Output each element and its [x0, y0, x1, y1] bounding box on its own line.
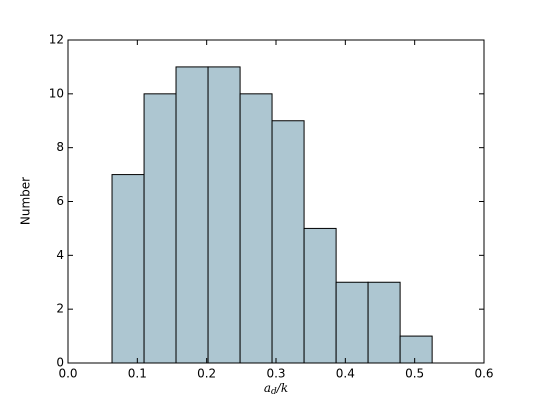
x-tick-label: 0.4: [336, 367, 355, 381]
x-tick-label: 0.6: [474, 367, 493, 381]
y-tick-label: 0: [56, 356, 64, 370]
bar: [335, 281, 369, 364]
bar: [367, 281, 401, 364]
x-axis-label: ad/k: [264, 381, 288, 397]
x-tick-label: 0.5: [405, 367, 424, 381]
x-label-base: a: [264, 381, 271, 395]
bar: [143, 93, 177, 364]
y-tick-label: 10: [49, 86, 64, 100]
bar: [111, 174, 145, 364]
bar: [239, 93, 273, 364]
x-tick-label: 0.3: [266, 367, 285, 381]
x-tick-label: 0.0: [58, 367, 77, 381]
bar: [399, 335, 433, 364]
x-tick-label: 0.1: [128, 367, 147, 381]
y-tick-label: 6: [56, 194, 64, 208]
y-tick-label: 8: [56, 140, 64, 154]
bar: [175, 66, 209, 364]
x-label-sub: d: [271, 387, 277, 397]
y-tick-label: 4: [56, 248, 64, 262]
x-tick-label: 0.2: [197, 367, 216, 381]
y-axis-label: Number: [19, 177, 33, 225]
y-tick-label: 12: [49, 33, 64, 47]
x-label-rest: /k: [276, 381, 288, 395]
bar: [271, 120, 305, 364]
bar: [303, 227, 337, 364]
y-tick-label: 2: [56, 302, 64, 316]
bar: [207, 66, 241, 364]
